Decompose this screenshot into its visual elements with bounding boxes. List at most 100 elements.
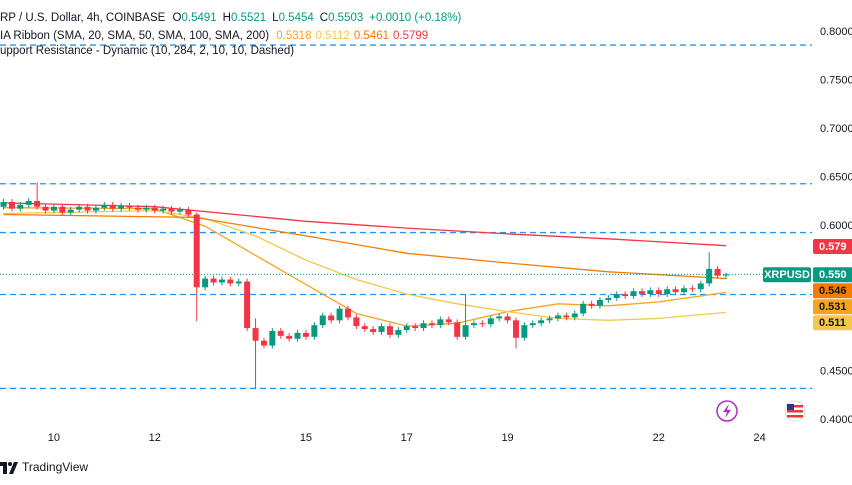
y-tick-label: 0.4500 <box>820 366 852 378</box>
flag-stripe <box>787 415 803 418</box>
candle-body <box>412 326 419 329</box>
candle-body <box>630 291 637 297</box>
ribbon-value: 0.5461 <box>353 30 389 42</box>
candle-body <box>647 290 654 295</box>
quote-value: 0.5454 <box>278 12 314 24</box>
candle-body <box>563 315 570 318</box>
quote-item: L0.5454 <box>272 12 318 24</box>
candle-body <box>613 294 620 298</box>
candle-body <box>361 326 368 330</box>
candle-body <box>185 209 192 215</box>
candle-body <box>118 205 125 209</box>
candle-body <box>344 308 351 318</box>
candle-body <box>193 214 200 288</box>
candle-body <box>454 322 461 337</box>
candle-body <box>50 206 57 211</box>
candle-body <box>218 279 225 283</box>
candle-body <box>588 303 595 306</box>
ma-line <box>3 213 727 280</box>
quote-value: 0.5491 <box>181 12 217 24</box>
candle-body <box>680 288 687 293</box>
candle-body <box>664 289 671 295</box>
ribbon-value: 0.5318 <box>276 30 312 42</box>
price-tag <box>813 299 852 315</box>
candle-body <box>235 281 242 284</box>
candle-body <box>538 320 545 324</box>
candle-body <box>605 297 612 300</box>
price-tag-label: 0.511 <box>819 317 846 329</box>
candle-body <box>202 278 209 288</box>
candle-body <box>109 204 116 209</box>
price-tag-label: 0.579 <box>819 241 847 253</box>
plot-area: 0.8000 0.7500 0.7000 0.6500 0.6000 0.4500 0.40… <box>0 26 852 444</box>
alert-icon[interactable] <box>716 400 738 422</box>
brand-logo[interactable]: TradingView <box>0 460 88 474</box>
x-tick-label: 12 <box>149 432 161 444</box>
candle-body <box>269 330 276 346</box>
symbol-title: RP / U.S. Dollar, 4h, COINBASE <box>0 12 166 24</box>
ma-line <box>3 202 727 247</box>
y-tick-label: 0.7000 <box>820 123 852 135</box>
quote-item: C0.5503 <box>320 12 368 24</box>
candle-body <box>370 329 377 332</box>
header-line: RP / U.S. Dollar, 4h, COINBASE O0.5491 H0… <box>0 11 465 25</box>
quote-change: +0.0010 (+0.18%) <box>369 12 462 24</box>
quote-key: L <box>272 12 279 24</box>
candle-body <box>336 308 343 321</box>
y-tick-label: 0.8000 <box>820 26 852 38</box>
candle-body <box>353 317 360 327</box>
quote-key: H <box>222 12 231 24</box>
price-tag-label: 0.546 <box>819 285 847 297</box>
candle-body <box>722 274 729 276</box>
candle-body <box>504 316 511 321</box>
candle-body <box>294 332 301 339</box>
candle-body <box>244 281 251 329</box>
candle-body <box>378 326 385 332</box>
candle-body <box>160 208 167 211</box>
x-tick-label: 10 <box>48 432 60 444</box>
x-tick-label: 19 <box>501 432 513 444</box>
candle-body <box>302 332 309 337</box>
candle-body <box>328 315 335 321</box>
candle-body <box>143 207 150 210</box>
x-tick-label: 15 <box>300 432 312 444</box>
candle-body <box>521 325 528 338</box>
candle-body <box>437 319 444 326</box>
candle-body <box>403 326 410 331</box>
price-tag <box>813 315 852 331</box>
candle-body <box>714 268 721 276</box>
candle-body <box>260 340 267 346</box>
flag-icon[interactable] <box>784 400 806 422</box>
y-tick-label: 0.6500 <box>820 172 852 184</box>
candle-body <box>126 205 133 208</box>
candle-body <box>512 320 519 338</box>
logo-mark <box>9 462 18 474</box>
candle-body <box>101 204 108 208</box>
candle-body <box>571 313 578 318</box>
candle-body <box>638 291 645 295</box>
price-tag <box>813 267 852 283</box>
candle-body <box>134 207 141 210</box>
flag-stripe <box>787 410 803 413</box>
candle-body <box>76 206 83 210</box>
candle-body <box>84 206 91 211</box>
quote-item: O0.5491 <box>173 12 221 24</box>
candle-body <box>689 288 696 290</box>
candle-body <box>420 323 427 329</box>
price-tag <box>813 239 852 255</box>
candle-body <box>622 294 629 297</box>
symbol-tag-label: XRPUSD <box>764 269 810 281</box>
y-tick-label: 0.7500 <box>820 74 852 86</box>
quote-key: O <box>172 12 182 24</box>
candle-body <box>395 330 402 335</box>
candle-body <box>252 328 259 341</box>
candle-body <box>672 289 679 293</box>
candle-body <box>42 206 49 211</box>
candle-body <box>67 209 74 213</box>
ma-line <box>3 209 727 321</box>
candle-body <box>529 323 536 326</box>
ribbon-value: 0.5112 <box>315 30 350 42</box>
indicator-name: IA Ribbon (SMA, 20, SMA, 50, SMA, 100, S… <box>0 30 270 42</box>
candle-body <box>319 315 326 326</box>
